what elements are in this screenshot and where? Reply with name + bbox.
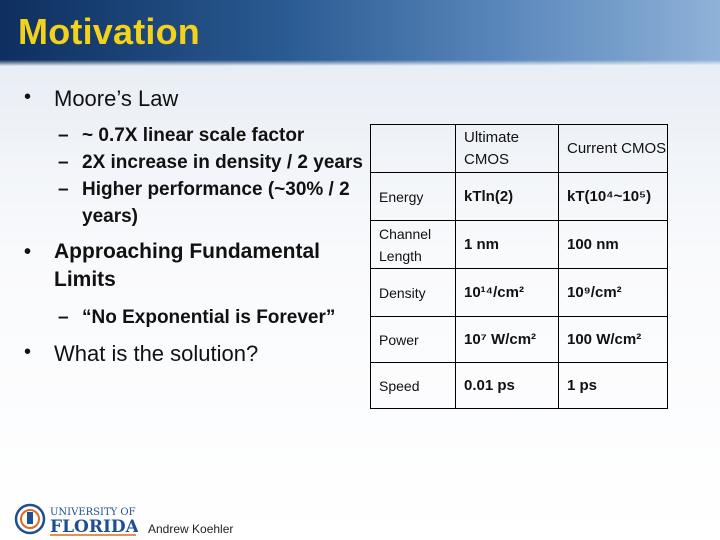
bullet-moores-law: • Moore’s Law: [24, 86, 364, 112]
ultimate-value: 1 nm: [455, 220, 559, 269]
university-of-florida-logo: UNIVERSITY OF FLORIDA: [14, 503, 138, 537]
table-row: Energy kTln(2) kT(10⁴~10⁵): [370, 172, 668, 221]
logo-line1: UNIVERSITY OF: [50, 507, 136, 518]
row-label: Density: [370, 268, 456, 317]
slide-title: Motivation: [18, 11, 200, 52]
current-value: 1 ps: [558, 362, 668, 409]
column-header-ultimate: Ultimate CMOS: [455, 124, 559, 173]
current-value: 100 W/cm²: [558, 316, 668, 363]
sub-bullet-list: – ~ 0.7X linear scale factor – 2X increa…: [24, 122, 364, 230]
row-label: Energy: [370, 172, 456, 221]
row-label: Speed: [370, 362, 456, 409]
bullet-dot-icon: •: [24, 241, 32, 263]
table-row: Channel Length 1 nm 100 nm: [370, 220, 668, 269]
bullet-solution: • What is the solution?: [24, 341, 364, 367]
dash-icon: –: [58, 125, 69, 146]
bullet-list: • Moore’s Law – ~ 0.7X linear scale fact…: [24, 86, 364, 377]
row-label: Channel Length: [370, 220, 456, 269]
current-value: 10⁹/cm²: [558, 268, 668, 317]
table-row: Speed 0.01 ps 1 ps: [370, 362, 668, 409]
dash-icon: –: [58, 307, 69, 328]
row-label: Power: [370, 316, 456, 363]
bullet-dot-icon: •: [24, 86, 32, 108]
table-header-row: Ultimate CMOS Current CMOS: [370, 124, 668, 173]
ultimate-value: kTln(2): [455, 172, 559, 221]
cmos-comparison-table: Ultimate CMOS Current CMOS Energy kTln(2…: [370, 124, 668, 409]
bullet-fundamental-limits: • Approaching Fundamental Limits: [24, 238, 364, 294]
current-value: kT(10⁴~10⁵): [558, 172, 668, 221]
ultimate-value: 10⁷ W/cm²: [455, 316, 559, 363]
bullet-text: What is the solution?: [54, 341, 259, 366]
sub-bullet: – Higher performance (~30% / 2 years): [34, 176, 364, 230]
table-row: Power 10⁷ W/cm² 100 W/cm²: [370, 316, 668, 363]
logo-line2: FLORIDA: [50, 517, 138, 537]
ultimate-value: 0.01 ps: [455, 362, 559, 409]
sub-bullet: – ~ 0.7X linear scale factor: [34, 122, 364, 149]
column-header-current: Current CMOS: [558, 124, 668, 173]
sub-bullet-list: – “No Exponential is Forever”: [24, 304, 364, 331]
title-bar: Motivation: [0, 0, 720, 66]
table-corner-cell: [370, 124, 456, 173]
dash-icon: –: [58, 179, 69, 200]
sub-bullet: – “No Exponential is Forever”: [34, 304, 364, 331]
current-value: 100 nm: [558, 220, 668, 269]
ultimate-value: 10¹⁴/cm²: [455, 268, 559, 317]
bullet-text: Approaching Fundamental Limits: [54, 240, 321, 291]
dash-icon: –: [58, 152, 69, 173]
footer-author: Andrew Koehler: [148, 522, 234, 536]
table-row: Density 10¹⁴/cm² 10⁹/cm²: [370, 268, 668, 317]
bullet-dot-icon: •: [24, 341, 32, 363]
sub-bullet: – 2X increase in density / 2 years: [34, 149, 364, 176]
bullet-text: Moore’s Law: [54, 86, 179, 111]
